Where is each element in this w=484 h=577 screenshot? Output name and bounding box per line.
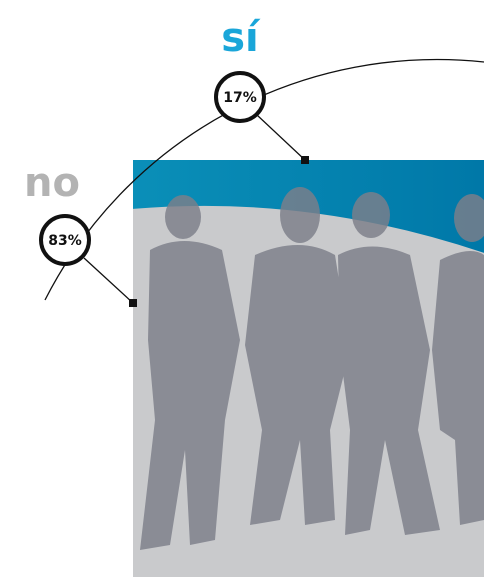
value-label: 17% [223,90,257,106]
value-label: 83% [48,233,82,249]
leader-line [256,114,306,161]
category-label: sí [221,15,261,61]
leader-dot [301,156,309,164]
leader-line [83,257,134,304]
silhouettes [140,187,484,550]
value-badge [214,71,266,123]
category-label: no [24,160,80,206]
value-badge [39,214,91,266]
leader-dot [129,299,137,307]
